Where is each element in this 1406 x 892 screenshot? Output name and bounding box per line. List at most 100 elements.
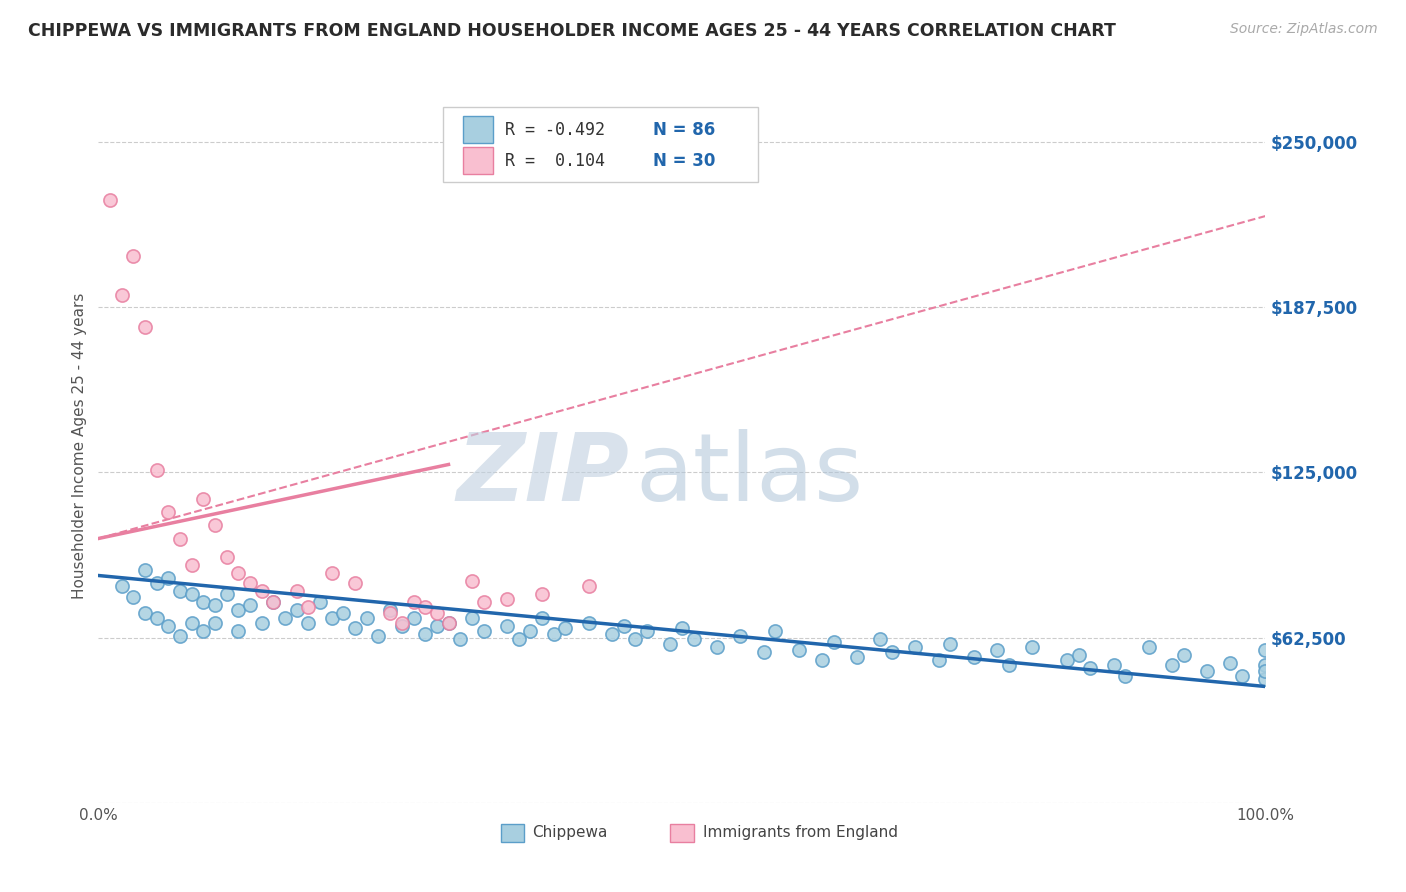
Point <box>1254 658 1277 673</box>
Text: R = -0.492: R = -0.492 <box>505 120 605 138</box>
Point <box>472 624 495 638</box>
Point <box>962 650 984 665</box>
Point <box>122 590 145 604</box>
Point <box>461 611 484 625</box>
Point <box>578 616 600 631</box>
Point <box>344 576 367 591</box>
Point <box>1067 648 1090 662</box>
Point <box>228 603 250 617</box>
Point <box>787 642 810 657</box>
Point <box>391 618 413 632</box>
Point <box>309 595 332 609</box>
Point <box>297 616 319 631</box>
Point <box>612 618 634 632</box>
Text: CHIPPEWA VS IMMIGRANTS FROM ENGLAND HOUSEHOLDER INCOME AGES 25 - 44 YEARS CORREL: CHIPPEWA VS IMMIGRANTS FROM ENGLAND HOUS… <box>28 22 1116 40</box>
Point <box>519 624 541 638</box>
Point <box>146 463 169 477</box>
Point <box>239 576 262 591</box>
Point <box>204 518 226 533</box>
Text: Immigrants from England: Immigrants from England <box>703 825 898 840</box>
Point <box>321 566 343 580</box>
Point <box>297 600 319 615</box>
Point <box>413 600 436 615</box>
Point <box>496 592 519 607</box>
Point <box>193 624 215 638</box>
Point <box>730 629 752 643</box>
Point <box>250 584 273 599</box>
Text: R =  0.104: R = 0.104 <box>505 152 605 169</box>
Bar <box>671 824 693 842</box>
Point <box>98 193 121 207</box>
Point <box>367 629 389 643</box>
Point <box>449 632 471 646</box>
Point <box>111 288 134 302</box>
Point <box>706 640 728 654</box>
Point <box>215 549 238 564</box>
Point <box>111 579 134 593</box>
Point <box>530 587 553 601</box>
Point <box>274 611 297 625</box>
Text: atlas: atlas <box>636 428 863 521</box>
Point <box>169 584 191 599</box>
Point <box>134 606 156 620</box>
Point <box>157 618 180 632</box>
Point <box>204 598 226 612</box>
Point <box>344 621 367 635</box>
Point <box>1197 664 1219 678</box>
Point <box>169 629 191 643</box>
Point <box>122 249 145 263</box>
Point <box>496 618 519 632</box>
Point <box>356 611 378 625</box>
Point <box>180 616 202 631</box>
Point <box>682 632 704 646</box>
Point <box>1254 672 1277 686</box>
Point <box>391 616 413 631</box>
Point <box>624 632 647 646</box>
Point <box>600 626 623 640</box>
Bar <box>501 824 524 842</box>
Point <box>636 624 658 638</box>
Point <box>530 611 553 625</box>
Point <box>262 595 284 609</box>
Bar <box>463 116 494 143</box>
Point <box>239 598 262 612</box>
Point <box>554 621 576 635</box>
Point <box>1021 640 1043 654</box>
Point <box>811 653 834 667</box>
Point <box>321 611 343 625</box>
Point <box>426 606 449 620</box>
Point <box>157 505 180 519</box>
Point <box>262 595 284 609</box>
Point <box>752 645 775 659</box>
Point <box>1219 656 1241 670</box>
Point <box>157 571 180 585</box>
Point <box>426 618 449 632</box>
Point <box>508 632 530 646</box>
Point <box>846 650 869 665</box>
Point <box>880 645 903 659</box>
Point <box>134 563 156 577</box>
Point <box>1056 653 1078 667</box>
Text: N = 86: N = 86 <box>652 120 716 138</box>
Point <box>134 320 156 334</box>
Point <box>1102 658 1125 673</box>
Point <box>578 579 600 593</box>
Point <box>1254 642 1277 657</box>
Point <box>193 595 215 609</box>
Point <box>228 624 250 638</box>
Point <box>413 626 436 640</box>
Point <box>169 532 191 546</box>
Point <box>180 587 202 601</box>
Point <box>671 621 693 635</box>
Point <box>1230 669 1253 683</box>
Point <box>215 587 238 601</box>
Point <box>402 611 425 625</box>
Text: ZIP: ZIP <box>457 428 630 521</box>
Point <box>285 603 308 617</box>
Point <box>1114 669 1136 683</box>
Point <box>1080 661 1102 675</box>
Point <box>228 566 250 580</box>
Point <box>146 576 169 591</box>
Y-axis label: Householder Income Ages 25 - 44 years: Householder Income Ages 25 - 44 years <box>72 293 87 599</box>
Point <box>461 574 484 588</box>
